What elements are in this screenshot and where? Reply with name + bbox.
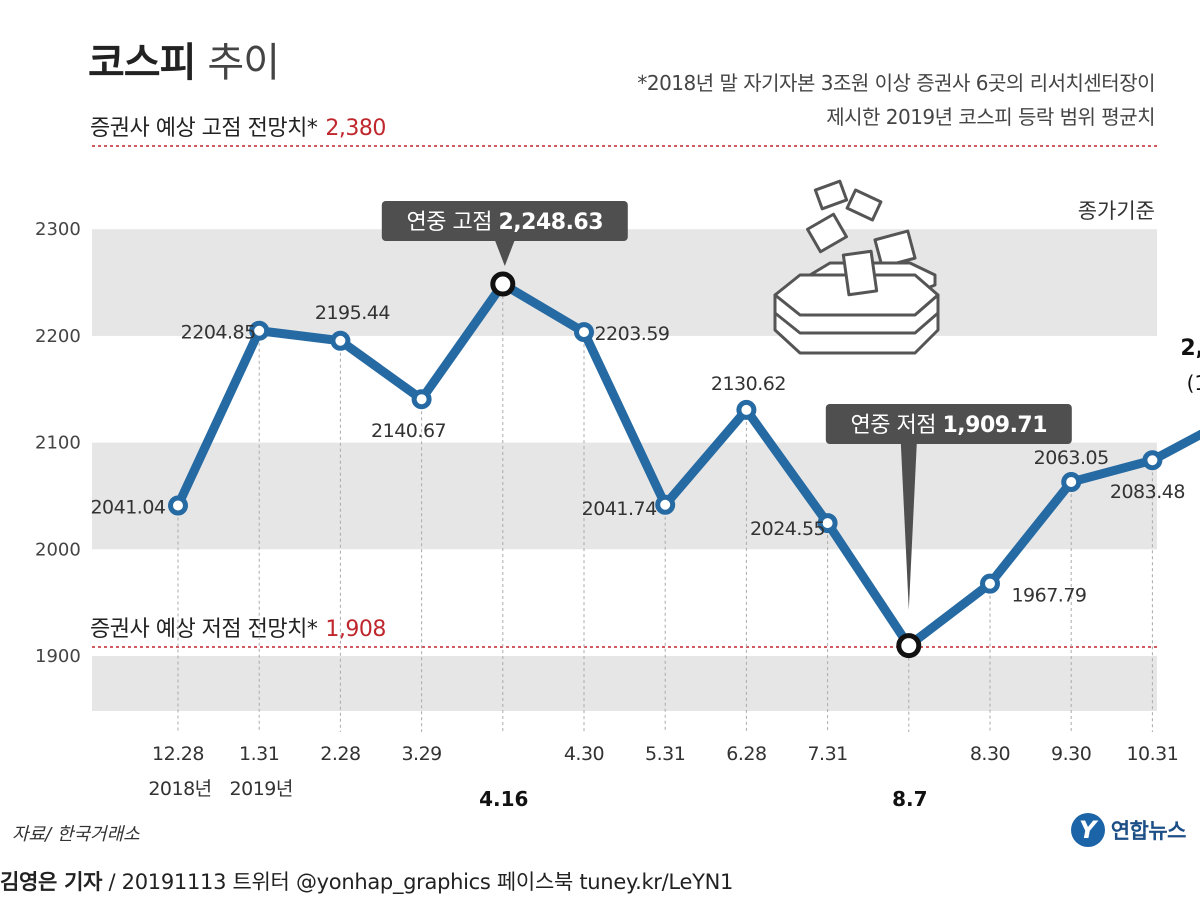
x-axis-labels: 12.28 2018년 1.31 2019년 2.28 3.29 4.16 4.30 5.31 6… — [148, 743, 1179, 811]
x-tick-label: 2.28 — [320, 743, 360, 765]
data-point — [249, 320, 270, 341]
data-markers — [168, 271, 1163, 659]
band-bottom — [92, 656, 1157, 711]
data-label: 2203.59 — [594, 323, 669, 345]
data-point — [817, 513, 838, 534]
footnote-line-1: *2018년 말 자기자본 3조원 이상 증권사 6곳의 리서치센터장이 — [637, 71, 1155, 95]
source-note: 자료/ 한국거래소 — [12, 824, 140, 845]
title-bold: 코스피 — [88, 40, 196, 86]
unit-note: 종가기준 — [1077, 199, 1155, 223]
x-tick-label: 8.30 — [970, 743, 1010, 765]
x-tick-label: 7.31 — [807, 743, 847, 765]
chart-bands — [92, 229, 1157, 711]
chart-title: 코스피 추이 — [88, 30, 280, 88]
data-label: 2041.74 — [582, 498, 657, 520]
high-forecast-text: 증권사 예상 고점 전망치* — [90, 116, 318, 141]
x-tick-label: 6.28 — [726, 743, 766, 765]
x-tick-label: 5.31 — [645, 743, 685, 765]
low-forecast-label: 증권사 예상 저점 전망치* 1,908 — [90, 611, 386, 643]
reporter-name: 김영은 기자 — [0, 870, 103, 894]
high-forecast-label: 증권사 예상 고점 전망치* 2,380 — [90, 110, 386, 142]
x-tick-label: 4.16 — [479, 787, 528, 811]
yonhap-logo-icon: Y — [1070, 813, 1105, 847]
callout-label: 연중 저점 — [851, 413, 943, 438]
footnote-line-2: 제시한 2019년 코스피 등락 범위 평균치 — [826, 105, 1155, 129]
x-tick-sublabel: 2019년 — [230, 778, 293, 800]
yonhap-logo: Y 연합뉴스 — [1070, 812, 1187, 848]
x-tick-label: 9.30 — [1051, 743, 1091, 765]
band-0 — [92, 229, 1157, 336]
y-tick-label: 2000 — [35, 539, 81, 560]
data-label: 2195.44 — [315, 302, 390, 324]
data-point — [574, 322, 594, 343]
data-label: 2204.85 — [181, 322, 256, 344]
x-tick-label: 10.31 — [1126, 743, 1178, 765]
data-point — [655, 494, 676, 515]
y-tick-label: 2200 — [35, 326, 81, 347]
data-point — [980, 573, 1000, 594]
x-tick-label: 8.7 — [892, 787, 927, 811]
callouts: 연중 고점 2,248.63 연중 저점 1,909.71 — [381, 201, 1072, 610]
callout-text: 연중 저점 1,909.71 — [851, 413, 1048, 438]
data-point-highlight — [490, 271, 516, 297]
x-tick-label: 4.30 — [564, 743, 604, 765]
callout-value: 1,909.71 — [942, 413, 1047, 438]
data-label: 2083.48 — [1110, 481, 1185, 503]
yonhap-logo-text: 연합뉴스 — [1110, 819, 1187, 843]
data-point — [411, 389, 432, 410]
x-tick-label: 3.29 — [401, 743, 441, 765]
last-change-pct: (1.95% — [1187, 371, 1200, 395]
data-labels: 2041.04 2204.85 2195.44 2140.67 2203.59 2041.… — [90, 302, 1185, 607]
data-label: 2130.62 — [711, 373, 786, 395]
title-light: 추이 — [207, 40, 280, 86]
stack-paper-icon — [773, 179, 940, 355]
data-label: 2063.05 — [1034, 447, 1109, 469]
callout-pointer — [494, 240, 515, 266]
x-tick-label: 12.28 — [152, 743, 204, 765]
last-value-label: 2,124.09 (1.95%⬆) — [1180, 336, 1200, 395]
low-forecast-value: 1,908 — [325, 617, 386, 642]
footnote: *2018년 말 자기자본 3조원 이상 증권사 6곳의 리서치센터장이 제시한… — [637, 66, 1155, 134]
byline-rest: / 20191113 트위터 @yonhap_graphics 페이스북 tun… — [102, 870, 734, 894]
y-tick-label: 2300 — [35, 219, 81, 240]
data-point — [1061, 472, 1082, 493]
band-1 — [92, 442, 1157, 550]
x-tick-label: 1.31 — [239, 743, 279, 765]
low-forecast-text: 증권사 예상 저점 전망치* — [90, 617, 318, 642]
callout-value: 2,248.63 — [498, 210, 603, 235]
y-tick-label: 2100 — [35, 433, 81, 454]
y-axis-ticks: 1900 2000 2100 2200 2300 — [35, 219, 81, 667]
callout-box — [381, 201, 628, 241]
callout-text: 연중 고점 2,248.63 — [407, 210, 604, 235]
x-tick-sublabel: 2018년 — [148, 778, 211, 800]
data-point — [1142, 450, 1163, 471]
byline: 김영은 기자 / 20191113 트위터 @yonhap_graphics 페… — [0, 866, 733, 896]
last-value: 2,124.09 — [1180, 336, 1200, 361]
y-tick-label: 1900 — [35, 646, 81, 667]
data-label: 1967.79 — [1011, 585, 1086, 607]
callout-label: 연중 고점 — [407, 210, 499, 235]
callout-box — [825, 404, 1072, 444]
data-point — [736, 399, 757, 420]
data-label: 2024.55 — [750, 518, 825, 540]
callout-pointer — [900, 443, 917, 610]
data-point — [168, 495, 188, 516]
drop-lines — [177, 284, 1153, 732]
series-line-kospi — [173, 279, 1200, 651]
high-forecast-value: 2,380 — [325, 116, 386, 141]
data-point-highlight — [896, 633, 922, 659]
data-label: 2041.04 — [90, 497, 165, 519]
last-change: (1.95%⬆) — [1187, 371, 1200, 395]
data-point — [330, 330, 351, 351]
data-label: 2140.67 — [371, 420, 446, 442]
